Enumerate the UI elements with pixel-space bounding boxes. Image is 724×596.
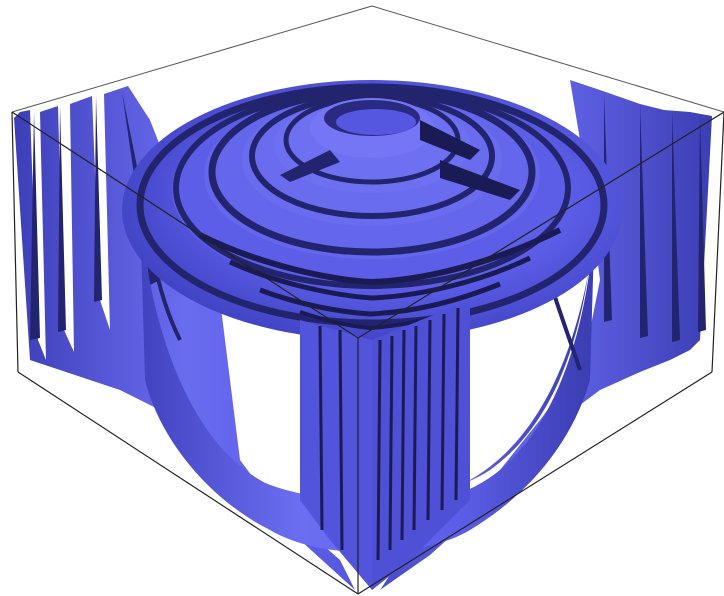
surface-right-wall — [380, 80, 712, 590]
surface-front-streaks — [300, 300, 470, 590]
bounding-box-front — [11, 111, 724, 595]
surface-top-rings — [122, 80, 622, 340]
bounding-box-back — [11, 5, 724, 113]
